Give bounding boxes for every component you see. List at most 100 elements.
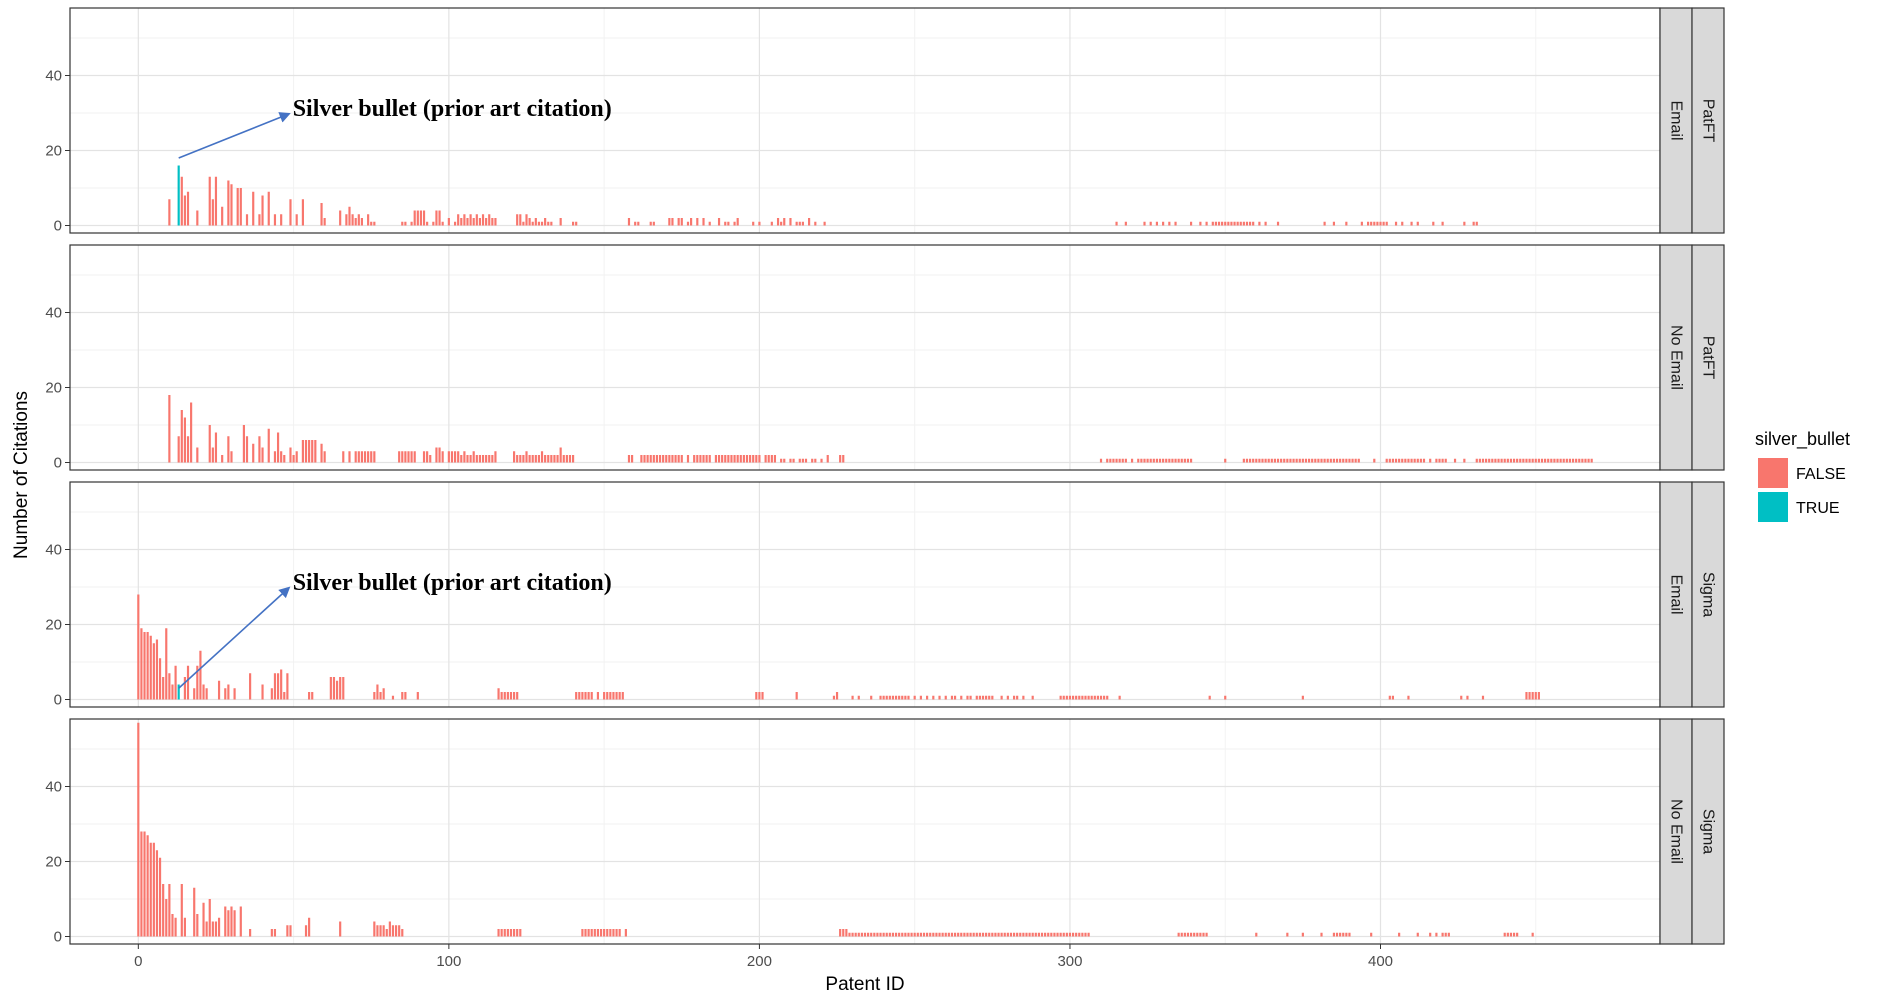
bar (1242, 221, 1245, 226)
bar (1233, 221, 1236, 226)
bar (357, 451, 360, 463)
bar (941, 932, 944, 937)
bar (1503, 458, 1506, 463)
bar (1354, 458, 1357, 463)
bar (773, 455, 777, 463)
bar (581, 929, 584, 937)
bar (1112, 458, 1115, 463)
bar (1124, 221, 1127, 226)
bar (901, 932, 904, 937)
bar (140, 831, 143, 937)
bar (214, 921, 218, 937)
bar (1326, 458, 1329, 463)
bar (1317, 458, 1320, 463)
bar (1019, 932, 1022, 937)
bar (158, 857, 162, 937)
bar (1578, 458, 1581, 463)
bar (1081, 695, 1084, 700)
bar (513, 692, 516, 700)
bar (550, 455, 553, 463)
bar (1255, 458, 1258, 463)
bar (1298, 458, 1301, 463)
bar (301, 199, 304, 226)
bar (270, 929, 273, 937)
bar (323, 218, 326, 226)
bar (820, 458, 823, 463)
bar (1264, 221, 1267, 226)
bar (432, 221, 435, 226)
bar (553, 455, 556, 463)
bar (332, 677, 336, 700)
bar (969, 932, 972, 937)
bar (1280, 458, 1283, 463)
bar (1174, 221, 1177, 226)
bar (1245, 458, 1249, 463)
bar (273, 451, 277, 463)
bar (572, 221, 575, 226)
strip-inner-label: No Email (1668, 325, 1685, 390)
bar (1379, 221, 1382, 226)
bar (435, 447, 438, 463)
x-tick-label: 100 (436, 953, 461, 970)
bar (1444, 932, 1447, 937)
bar (966, 695, 969, 700)
bar (724, 221, 727, 226)
bar (1006, 695, 1009, 700)
bar (935, 932, 938, 937)
bar (1065, 695, 1068, 700)
bar (910, 932, 913, 937)
bar (649, 455, 652, 463)
bar (137, 594, 140, 700)
bar (919, 695, 922, 700)
bar (1236, 221, 1239, 226)
bar (283, 692, 286, 700)
bar (736, 218, 739, 226)
bar (1394, 221, 1398, 226)
bar (1106, 695, 1109, 700)
bar (339, 677, 342, 700)
bar (1332, 458, 1336, 463)
bar (370, 221, 373, 226)
bar-silver-bullet (177, 165, 180, 226)
bar (149, 842, 152, 937)
bar (870, 932, 873, 937)
strip-outer-label: Sigma (1700, 809, 1717, 854)
bar (1506, 932, 1509, 937)
bar (522, 221, 525, 226)
bar (966, 932, 969, 937)
bar (196, 210, 199, 226)
bar (261, 195, 264, 226)
bar (991, 932, 994, 937)
strip-inner-background (1659, 7, 1693, 234)
bar (618, 929, 621, 937)
bar (1177, 932, 1180, 937)
bar (898, 695, 901, 700)
bar (382, 688, 385, 700)
bar (438, 210, 441, 226)
bar (1205, 932, 1208, 937)
bar (795, 692, 798, 700)
bar (373, 921, 376, 937)
y-tick-label: 20 (45, 854, 62, 871)
bar (1276, 221, 1280, 226)
bar (1081, 932, 1084, 937)
bar (224, 688, 227, 700)
bar (842, 455, 845, 463)
bar (273, 929, 277, 937)
bar (236, 188, 239, 226)
bar (1342, 932, 1345, 937)
y-tick-label: 20 (45, 617, 62, 634)
bar (1149, 221, 1152, 226)
bar (1199, 221, 1202, 226)
bar (1130, 458, 1134, 463)
bar (780, 221, 783, 226)
bar (696, 218, 699, 226)
bar (655, 455, 659, 463)
bar (183, 417, 186, 463)
panel-3: 0 20 40 Email Sigma Silver bullet (prior art … (45, 481, 1725, 709)
bar (183, 917, 186, 937)
bar (211, 199, 214, 226)
bar (519, 455, 522, 463)
